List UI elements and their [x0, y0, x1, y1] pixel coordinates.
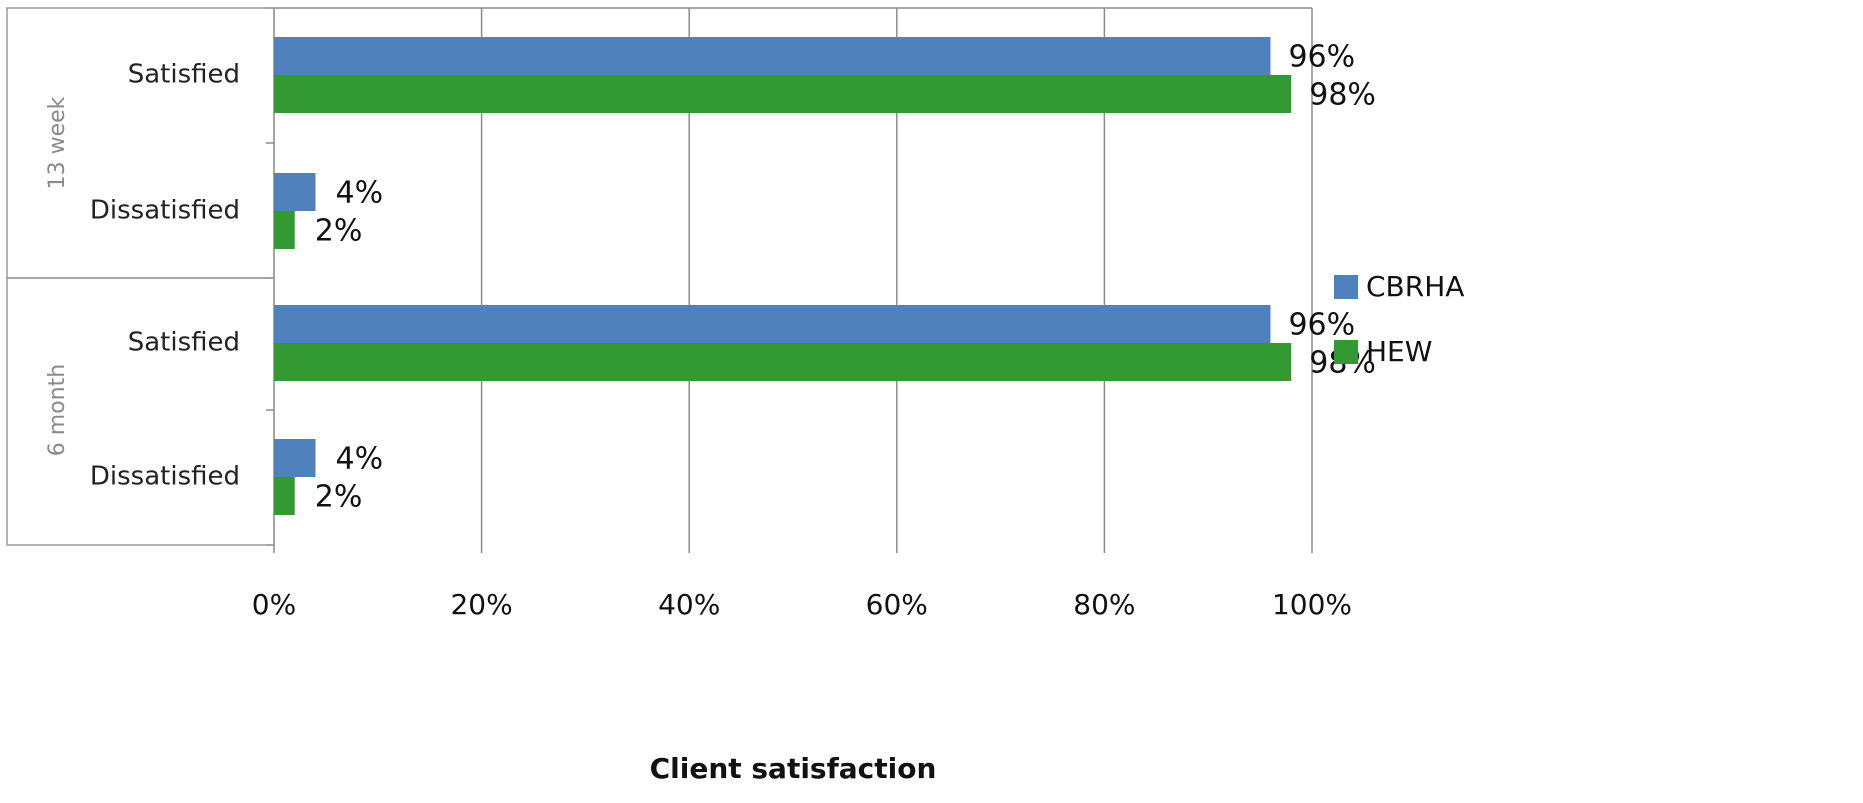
x-tick-label: 40%: [658, 588, 720, 621]
data-label: 2%: [315, 480, 363, 515]
category-label: Dissatisfied: [90, 462, 240, 492]
legend-swatch-hew: [1334, 340, 1358, 364]
x-tick-label: 80%: [1073, 588, 1135, 621]
bar-cbrha: [274, 37, 1271, 75]
bar-hew: [274, 477, 295, 515]
bar-cbrha: [274, 173, 316, 211]
bar-cbrha: [274, 305, 1271, 343]
x-axis-title: Client satisfaction: [650, 752, 937, 785]
bar-cbrha: [274, 439, 316, 477]
data-label: 4%: [336, 442, 384, 477]
category-label: Satisfied: [128, 328, 240, 358]
group-label: 13 week: [45, 96, 70, 189]
group-label: 6 month: [45, 364, 70, 456]
legend-swatch-cbrha: [1334, 275, 1358, 299]
category-label: Satisfied: [128, 60, 240, 90]
legend-label: HEW: [1366, 335, 1432, 368]
data-label: 4%: [336, 176, 384, 211]
group-box-6-month: [6, 277, 275, 546]
x-tick-label: 100%: [1272, 588, 1352, 621]
x-tick-label: 0%: [252, 588, 296, 621]
data-label: 2%: [315, 214, 363, 249]
bar-hew: [274, 211, 295, 249]
data-label: 96%: [1288, 308, 1355, 343]
x-tick-label: 60%: [866, 588, 928, 621]
legend-label: CBRHA: [1366, 270, 1464, 303]
x-tick-label: 20%: [450, 588, 512, 621]
data-label: 98%: [1309, 78, 1376, 113]
bar-hew: [274, 75, 1292, 113]
bar-hew: [274, 343, 1292, 381]
data-label: 96%: [1288, 40, 1355, 75]
category-label: Dissatisfied: [90, 196, 240, 226]
